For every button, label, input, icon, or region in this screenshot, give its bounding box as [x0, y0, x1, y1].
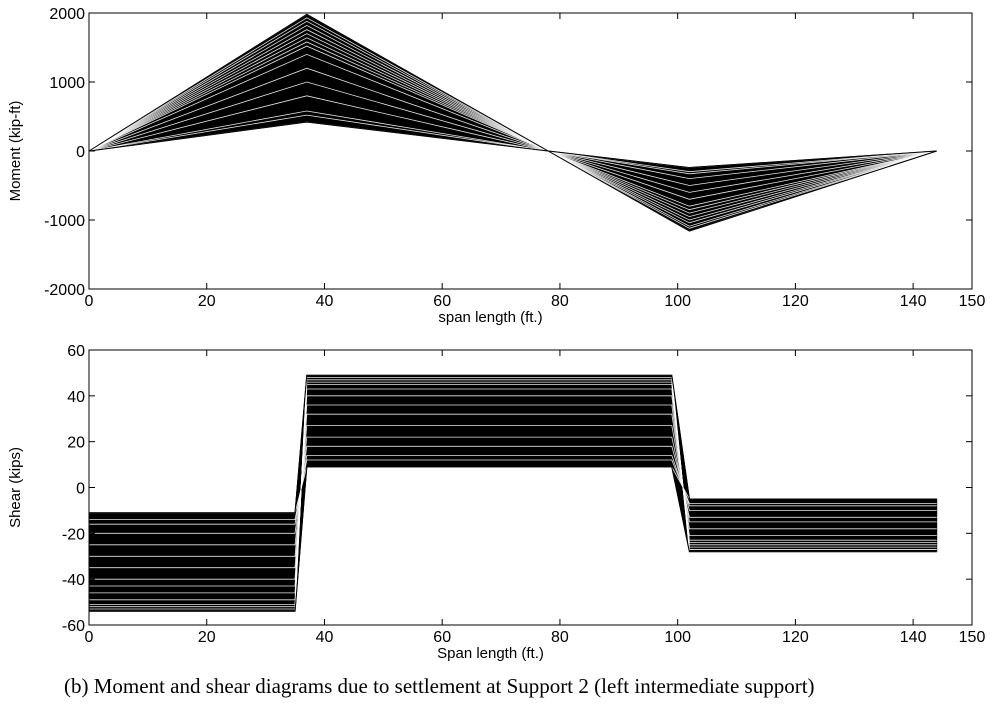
plot-0-envelope — [88, 13, 937, 232]
plot-1-xtick-label-5: 100 — [664, 629, 691, 646]
plot-0-ylabel: Moment (kip-ft) — [7, 101, 24, 202]
plot-1-ytick-label-5: -40 — [62, 572, 85, 589]
plot-0-xtick-label-7: 140 — [900, 293, 927, 310]
plot-1-ytick-label-3: 0 — [76, 481, 85, 498]
plot-1-ytick-label-0: 60 — [67, 343, 85, 360]
plot-1-series-2 — [89, 454, 937, 525]
plot-1-ytick-label-2: 20 — [67, 435, 85, 452]
plot-1-xtick-label-2: 40 — [316, 629, 334, 646]
plot-1-series-5 — [89, 425, 937, 557]
plot-0-xtick-label-6: 120 — [782, 293, 809, 310]
plot-1-xtick-label-7: 140 — [900, 629, 927, 646]
shear-diagram: 0 20 40 60 80 100 120 140 150 60 40 20 0 -20 -40 -60 Spa… — [7, 343, 985, 662]
plot-0-xtick-label-5: 100 — [664, 293, 691, 310]
plot-1-envelope — [88, 374, 938, 612]
plot-1-xtick-label-0: 0 — [85, 629, 94, 646]
plot-0-ytick-label-3: -1000 — [44, 213, 85, 230]
plot-1-series-7 — [89, 404, 937, 580]
plot-0-xtick-label-2: 40 — [316, 293, 334, 310]
plot-0-ytick-label-2: 0 — [76, 144, 85, 161]
plot-1-envelope-upper — [89, 374, 937, 514]
plot-1-ytick-label-4: -20 — [62, 526, 85, 543]
plot-1-series-3 — [89, 445, 937, 534]
moment-diagram: 0 20 40 60 80 100 120 140 150 2000 1000 0 -1000 -2000… — [7, 6, 985, 326]
plot-1-ylabel: Shear (kips) — [7, 447, 24, 528]
plot-0-ytick-label-1: 1000 — [49, 75, 85, 92]
plot-1-series-6 — [89, 413, 937, 569]
figure-caption: (b) Moment and shear diagrams due to set… — [64, 674, 815, 698]
plot-1-envelope-lower — [89, 466, 937, 612]
plot-1-series-11 — [89, 381, 937, 605]
plot-0-xtick-label-1: 20 — [198, 293, 216, 310]
plot-1-series-4 — [89, 436, 937, 546]
plot-0-xtick-label-0: 0 — [85, 293, 94, 310]
plot-1-series-1 — [89, 459, 937, 520]
plot-0-axes-box — [88, 12, 973, 290]
plot-0-xtick-label-3: 60 — [433, 293, 451, 310]
plot-0-xtick-label-8: 150 — [959, 293, 986, 310]
plot-1-xtick-label-3: 60 — [433, 629, 451, 646]
plot-1-series-9 — [89, 388, 937, 594]
plot-1-xtick-label-4: 80 — [551, 629, 569, 646]
plot-1-xtick-label-1: 20 — [198, 629, 216, 646]
plot-0-xtick-label-4: 80 — [551, 293, 569, 310]
plot-1-series-8 — [89, 395, 937, 587]
plot-1-series-10 — [89, 383, 937, 601]
plot-0-ytick-label-0: 2000 — [49, 6, 85, 23]
plot-1-xtick-label-6: 120 — [782, 629, 809, 646]
plot-0-envelope-lower — [88, 121, 937, 232]
plot-1-xlabel: Span length (ft.) — [437, 645, 544, 662]
plot-1-ytick-label-1: 40 — [67, 389, 85, 406]
plot-1-series-13 — [89, 377, 937, 610]
plot-0-ytick-label-4: -2000 — [44, 282, 85, 299]
plot-0-xlabel: span length (ft.) — [438, 309, 542, 326]
plot-1-xtick-label-8: 150 — [959, 629, 986, 646]
plot-1-ytick-label-6: -60 — [62, 618, 85, 635]
